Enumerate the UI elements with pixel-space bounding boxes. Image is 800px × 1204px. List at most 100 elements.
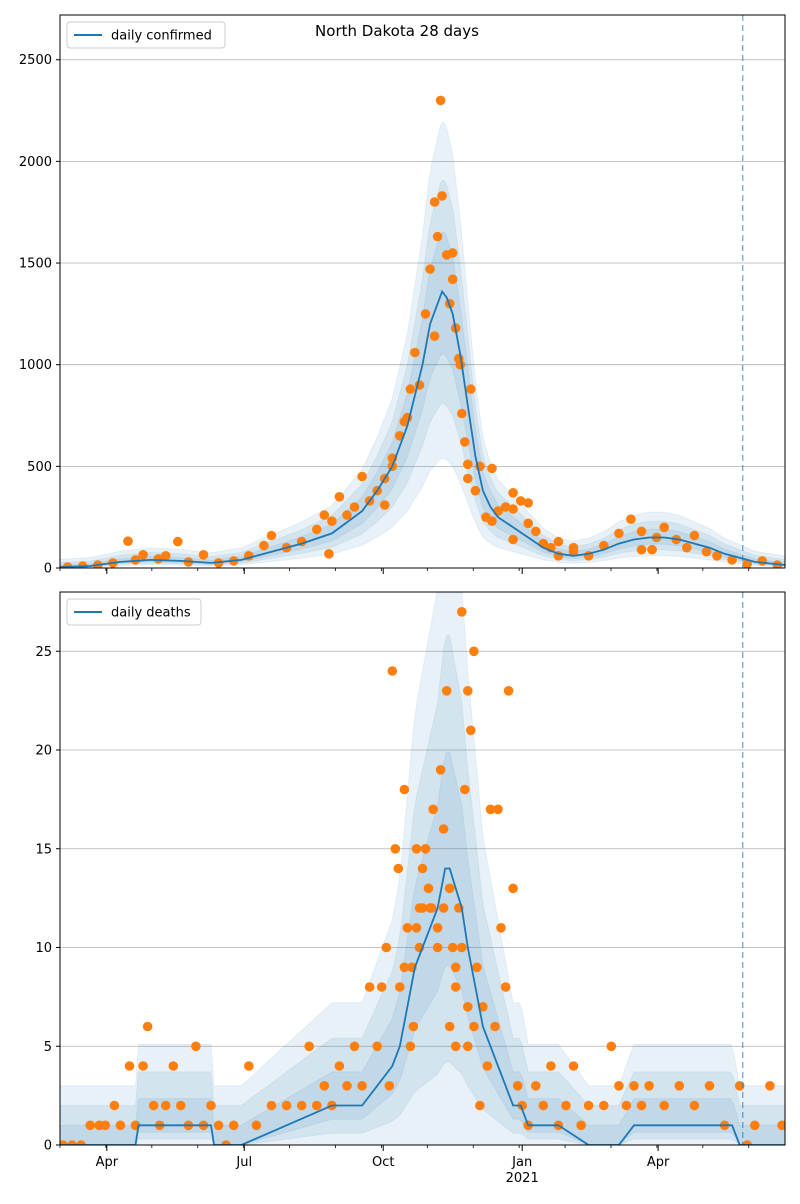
- observed-point: [191, 1041, 201, 1052]
- observed-point: [546, 1061, 556, 1071]
- observed-point: [493, 804, 503, 815]
- observed-point: [410, 347, 420, 358]
- observed-point: [429, 331, 440, 342]
- observed-point: [765, 1081, 775, 1091]
- observed-point: [450, 962, 461, 973]
- y-tick-label: 1000: [19, 358, 52, 373]
- observed-point: [553, 536, 564, 547]
- observed-point: [312, 524, 322, 535]
- observed-point: [420, 309, 431, 319]
- observed-point: [568, 542, 579, 553]
- observed-point: [357, 1081, 367, 1091]
- observed-point: [515, 496, 526, 506]
- observed-point: [173, 536, 183, 547]
- observed-point: [221, 1140, 231, 1145]
- observed-point: [381, 942, 392, 953]
- observed-point: [469, 1021, 479, 1032]
- observed-point: [319, 510, 330, 520]
- observed-point: [435, 95, 446, 106]
- observed-point: [423, 883, 434, 894]
- observed-point: [636, 544, 647, 555]
- observed-point: [712, 551, 722, 561]
- legend: daily confirmed: [66, 21, 226, 49]
- observed-point: [153, 554, 163, 564]
- observed-point: [701, 546, 712, 557]
- observed-point: [614, 1081, 624, 1091]
- observed-point: [342, 1081, 352, 1091]
- observed-point: [417, 863, 428, 874]
- legend: daily deaths: [66, 598, 202, 626]
- observed-point: [531, 526, 541, 537]
- observed-point: [437, 191, 447, 201]
- observed-point: [659, 1100, 669, 1111]
- observed-point: [324, 549, 334, 559]
- y-tick-label: 2500: [19, 53, 52, 68]
- observed-point: [466, 725, 476, 736]
- observed-point: [206, 1100, 216, 1111]
- observed-point: [508, 504, 518, 514]
- observed-point: [460, 437, 470, 447]
- observed-point: [138, 550, 148, 560]
- observed-point: [432, 942, 443, 953]
- y-tick-label: 5: [44, 1040, 52, 1055]
- observed-point: [463, 459, 473, 470]
- observed-point: [727, 555, 737, 565]
- observed-point: [583, 1100, 594, 1111]
- observed-point: [411, 844, 422, 854]
- observed-point: [399, 784, 410, 795]
- observed-point: [450, 1041, 461, 1052]
- observed-point: [629, 1081, 639, 1091]
- observed-point: [742, 1140, 752, 1145]
- observed-point: [432, 231, 443, 242]
- observed-point: [115, 1120, 126, 1131]
- observed-point: [228, 1120, 239, 1131]
- observed-point: [393, 863, 404, 874]
- observed-point: [463, 473, 473, 484]
- observed-point: [475, 1100, 485, 1111]
- observed-point: [503, 686, 514, 696]
- observed-point: [387, 666, 398, 676]
- y-tick-label: 0: [44, 562, 52, 577]
- observed-point: [349, 502, 360, 512]
- observed-point: [531, 1081, 541, 1091]
- observed-point: [312, 1100, 322, 1111]
- observed-point: [441, 686, 452, 696]
- observed-point: [76, 1140, 86, 1145]
- observed-point: [67, 1140, 77, 1145]
- observed-point: [435, 765, 446, 775]
- observed-point: [198, 550, 209, 560]
- observed-point: [109, 1100, 120, 1111]
- observed-point: [425, 264, 435, 274]
- observed-point: [438, 903, 449, 913]
- observed-point: [60, 1140, 68, 1145]
- observed-point: [319, 1081, 330, 1091]
- observed-point: [334, 1061, 345, 1071]
- y-tick-label: 15: [35, 842, 52, 857]
- observed-point: [757, 556, 768, 566]
- observed-point: [523, 518, 533, 529]
- observed-point: [682, 542, 692, 553]
- observed-point: [176, 1100, 186, 1111]
- observed-point: [457, 408, 467, 419]
- observed-point: [123, 536, 133, 546]
- y-tick-label: 25: [35, 645, 52, 660]
- fit-line: [60, 289, 785, 568]
- observed-point: [621, 1100, 632, 1111]
- observed-point: [142, 1021, 153, 1032]
- observed-point: [259, 540, 269, 551]
- observed-point: [487, 463, 497, 474]
- observed-point: [334, 492, 345, 502]
- observed-point: [636, 526, 647, 537]
- observed-point: [614, 528, 624, 539]
- x-tick-label: Oct: [372, 1155, 394, 1170]
- x-tick-label: Apr: [647, 1155, 670, 1170]
- observed-point: [500, 502, 511, 512]
- observed-point: [438, 824, 449, 834]
- observed-point: [447, 248, 458, 258]
- observed-point: [266, 530, 277, 541]
- observed-point: [426, 903, 437, 913]
- observed-point: [644, 1081, 654, 1091]
- observed-point: [500, 982, 511, 992]
- observed-point: [364, 982, 375, 992]
